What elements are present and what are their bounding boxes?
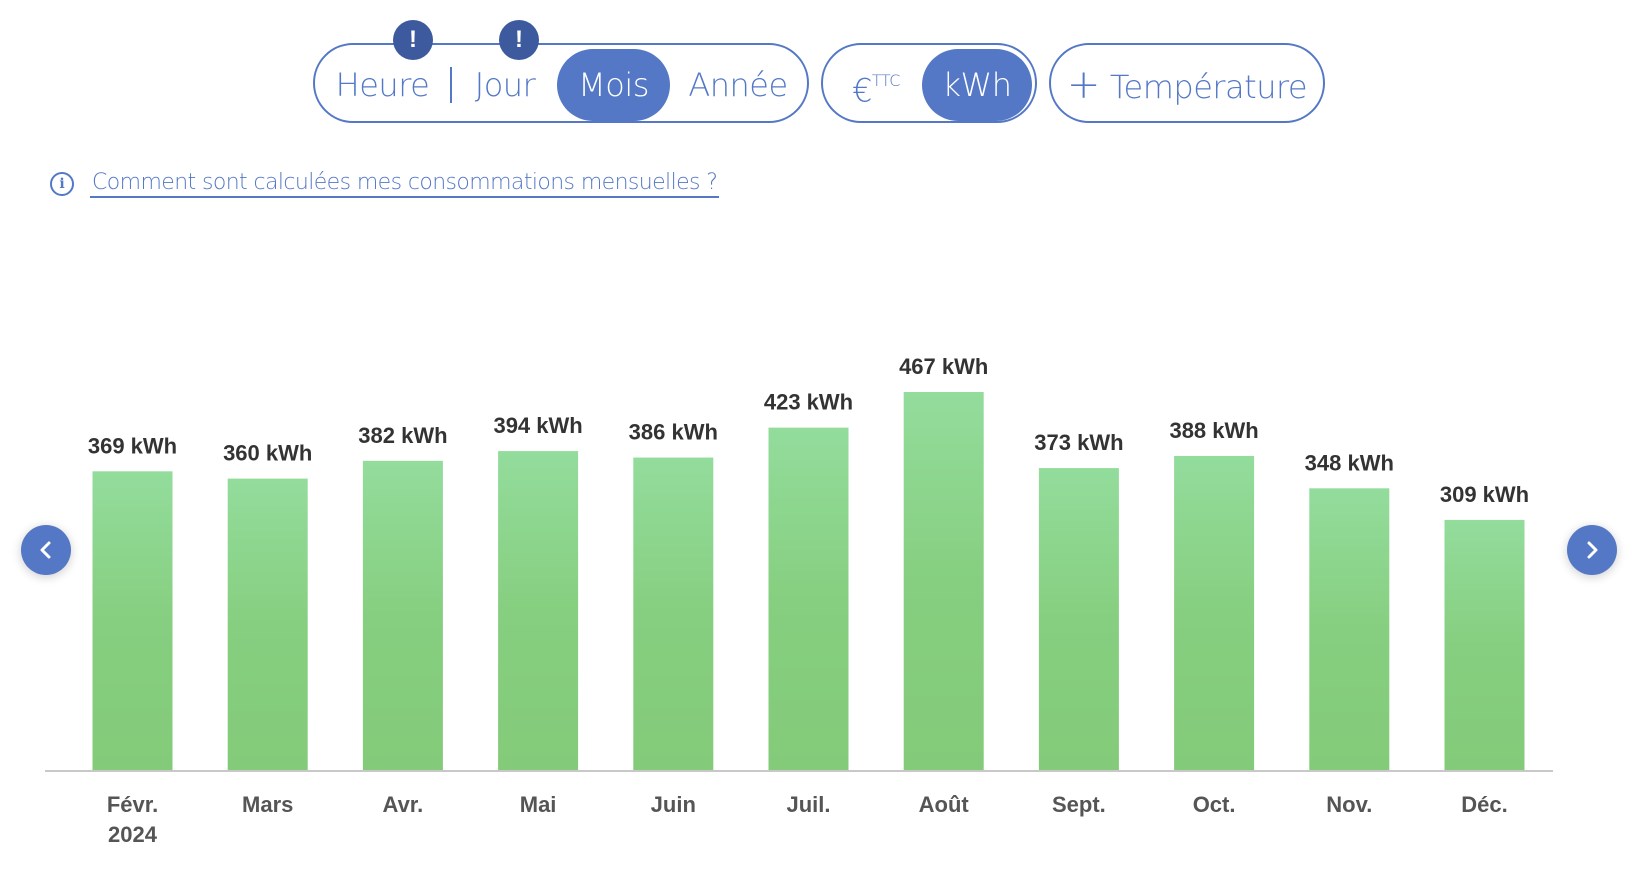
previous-button[interactable] [21, 525, 71, 575]
info-icon: i [50, 172, 74, 196]
plus-icon: + [1066, 62, 1101, 108]
value-label: 373 kWh [1034, 430, 1123, 455]
bar-0[interactable] [92, 471, 173, 770]
period-heure[interactable]: Heure [335, 66, 430, 104]
unit-kwh[interactable]: kWh [922, 49, 1032, 121]
year-label: 2024 [108, 822, 158, 847]
period-jour[interactable]: Jour [474, 66, 536, 104]
temperature-option: + Température [1061, 49, 1313, 121]
bar-3[interactable] [498, 451, 579, 770]
month-label: Juil. [786, 792, 830, 817]
month-label: Juin [651, 792, 696, 817]
chevron-left-icon [40, 541, 51, 559]
warning-badge-heure: ! [393, 20, 433, 60]
value-label: 309 kWh [1440, 482, 1529, 507]
month-label: Déc. [1461, 792, 1507, 817]
value-label: 423 kWh [764, 390, 853, 415]
bar-7[interactable] [1038, 468, 1119, 770]
bar-5[interactable] [768, 427, 849, 770]
value-label: 394 kWh [493, 413, 582, 438]
value-label: 348 kWh [1305, 450, 1394, 475]
monthly-calculation-link[interactable]: Comment sont calculées mes consommations… [90, 170, 720, 198]
value-label: 386 kWh [629, 420, 718, 445]
euro-label: € [852, 71, 872, 110]
period-mois[interactable]: Mois [557, 49, 670, 121]
bar-2[interactable] [362, 460, 443, 770]
month-label: Sept. [1052, 792, 1106, 817]
month-label: Oct. [1193, 792, 1236, 817]
temperature-button[interactable]: + Température [1049, 43, 1325, 123]
bar-9[interactable] [1309, 488, 1390, 770]
chevron-right-icon [1587, 541, 1598, 559]
value-label: 467 kWh [899, 354, 988, 379]
value-label: 360 kWh [223, 441, 312, 466]
bar-1[interactable] [227, 478, 308, 770]
month-label: Août [919, 792, 970, 817]
value-label: 382 kWh [358, 423, 447, 448]
value-label: 388 kWh [1169, 418, 1258, 443]
month-label: Févr. [107, 792, 158, 817]
month-label: Nov. [1326, 792, 1372, 817]
bar-10[interactable] [1444, 519, 1525, 770]
ttc-label: TTC [871, 71, 901, 90]
next-button[interactable] [1567, 525, 1617, 575]
month-label: Mars [242, 792, 293, 817]
period-selector: Heure Jour Mois Année ! ! [313, 20, 809, 123]
warning-badge-jour: ! [499, 20, 539, 60]
bar-8[interactable] [1174, 455, 1255, 770]
value-label: 369 kWh [88, 433, 177, 458]
bar-4[interactable] [633, 457, 714, 770]
unit-euro[interactable]: €TTC [831, 49, 921, 121]
month-label: Mai [520, 792, 557, 817]
bar-6[interactable] [903, 392, 984, 770]
divider [450, 67, 452, 103]
unit-selector: €TTC kWh [821, 43, 1037, 123]
temperature-label: Température [1109, 68, 1308, 106]
period-annee[interactable]: Année [688, 66, 788, 104]
month-label: Avr. [383, 792, 424, 817]
